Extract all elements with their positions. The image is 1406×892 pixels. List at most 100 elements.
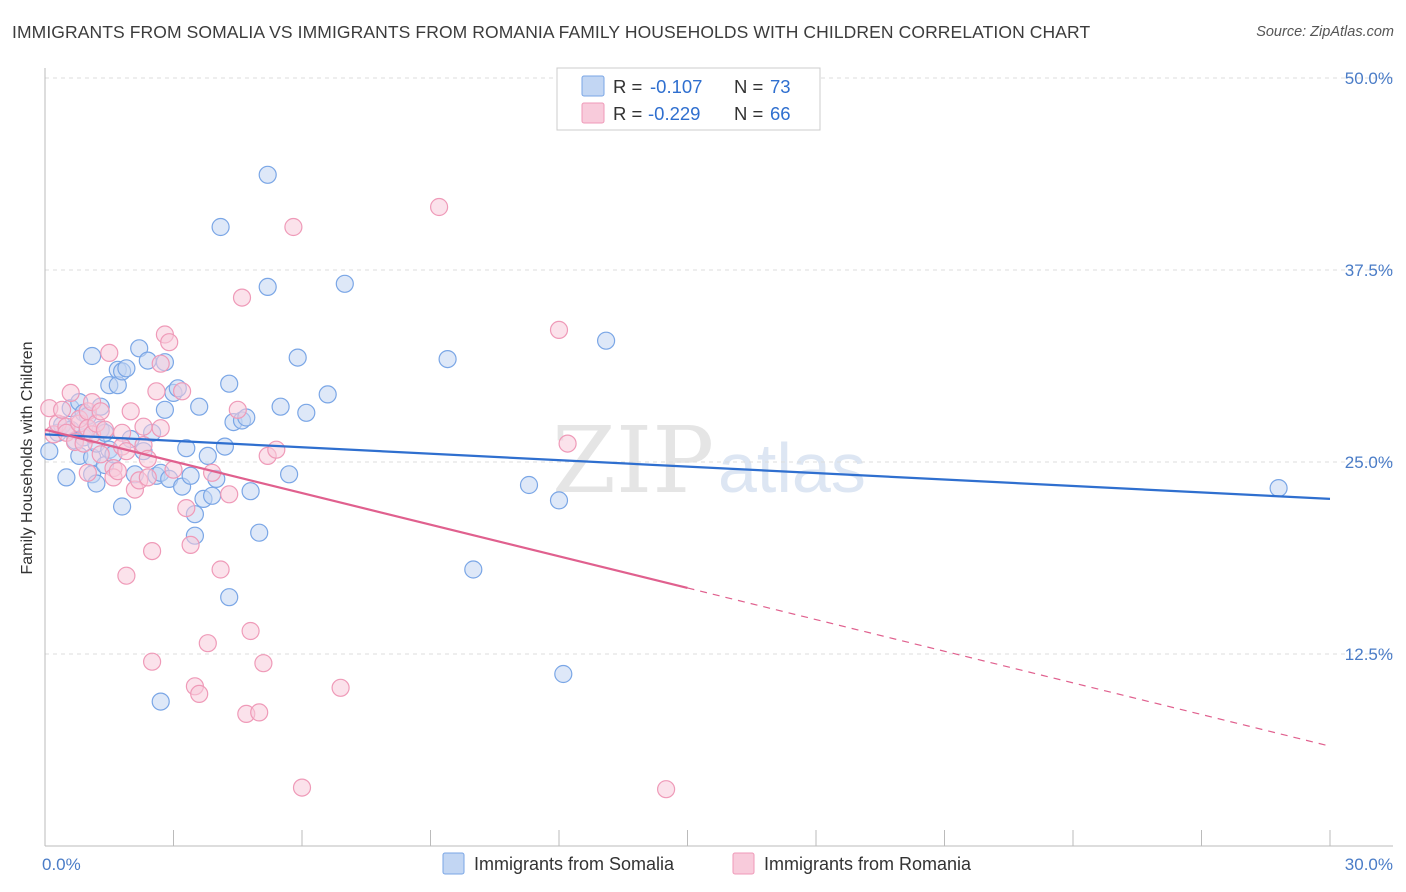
point-somalia-62 [258, 165, 277, 184]
point-somalia-29 [117, 359, 136, 378]
tick-labels: 12.5% 25.0% 37.5% 50.0% 0.0% 30.0% [42, 69, 1393, 874]
point-romania-43 [173, 382, 192, 401]
series-legend-label-somalia: Immigrants from Somalia [474, 854, 675, 874]
point-somalia-74 [1269, 479, 1288, 498]
legend-swatch-romania [581, 102, 605, 124]
point-somalia-67 [297, 403, 316, 422]
trend-lines [44, 428, 1331, 747]
point-romania-26 [117, 566, 136, 585]
point-romania-47 [190, 684, 209, 704]
point-romania-61 [292, 778, 312, 797]
point-somalia-55 [220, 374, 239, 393]
trend-line-romania [44, 428, 688, 590]
point-somalia-3 [57, 468, 76, 487]
point-romania-39 [151, 354, 170, 373]
point-somalia-75 [464, 560, 483, 579]
point-somalia-28 [112, 497, 132, 516]
trend-line-extension-romania [687, 587, 1331, 747]
legend-n-label-romania: N = [734, 103, 763, 124]
point-somalia-53 [211, 217, 230, 237]
point-romania-57 [254, 654, 273, 673]
legend-swatch-somalia [581, 75, 605, 97]
point-somalia-60 [241, 482, 260, 501]
point-romania-50 [211, 560, 230, 579]
point-romania-18 [91, 445, 110, 464]
point-romania-48 [198, 634, 217, 653]
x-tick-label-0: 0.0% [42, 855, 81, 874]
trend-line-somalia [44, 433, 1331, 500]
point-romania-3 [52, 400, 72, 419]
watermark-atlas: atlas [718, 429, 866, 507]
y-tick-label-0: 12.5% [1345, 645, 1393, 664]
point-somalia-70 [438, 350, 457, 369]
y-tick-label-3: 50.0% [1345, 69, 1393, 88]
y-tick-label-2: 37.5% [1345, 261, 1393, 280]
point-romania-28 [121, 402, 140, 421]
legend: R = -0.107 N = 73 R = -0.229 N = 66 [556, 67, 821, 131]
series-legend-swatch-somalia [442, 852, 465, 875]
legend-n-value-somalia: 73 [770, 76, 791, 97]
legend-n-value-romania: 66 [770, 103, 791, 124]
point-somalia-66 [288, 348, 307, 367]
chart-title: IMMIGRANTS FROM SOMALIA VS IMMIGRANTS FR… [12, 22, 1091, 42]
legend-r-label-somalia: R = [613, 76, 642, 97]
point-somalia-48 [190, 397, 209, 416]
point-somalia-51 [203, 486, 222, 505]
point-somalia-0 [40, 442, 59, 461]
point-somalia-77 [151, 692, 170, 711]
point-romania-6 [61, 383, 80, 402]
x-tick-label-1: 30.0% [1345, 855, 1393, 874]
point-somalia-56 [220, 588, 239, 607]
legend-r-value-somalia: -0.107 [650, 76, 702, 97]
point-romania-34 [138, 468, 157, 487]
point-somalia-44 [177, 439, 196, 458]
point-somalia-72 [549, 491, 569, 510]
point-somalia-76 [554, 664, 573, 684]
point-romania-20 [100, 343, 119, 362]
point-somalia-73 [596, 331, 616, 350]
point-romania-17 [91, 402, 110, 421]
series-legend: Immigrants from Somalia Immigrants from … [442, 852, 972, 875]
point-romania-55 [241, 621, 260, 641]
point-romania-63 [430, 197, 449, 217]
point-romania-41 [160, 333, 179, 352]
legend-r-value-romania: -0.229 [648, 103, 700, 124]
point-somalia-68 [318, 385, 337, 404]
point-somalia-64 [271, 397, 290, 416]
point-romania-64 [549, 320, 569, 339]
points-layer [40, 165, 1288, 799]
point-somalia-15 [82, 346, 102, 366]
point-romania-35 [143, 541, 162, 561]
point-romania-38 [151, 419, 170, 438]
point-somalia-38 [155, 400, 174, 419]
source-label: Source: ZipAtlas.com [1256, 24, 1394, 40]
point-romania-19 [95, 420, 115, 439]
point-romania-52 [228, 400, 247, 419]
point-somalia-71 [519, 475, 539, 495]
legend-r-label-romania: R = [613, 103, 642, 124]
point-romania-44 [177, 499, 196, 518]
gridlines [45, 77, 1393, 655]
point-romania-32 [134, 417, 153, 436]
point-somalia-65 [280, 465, 299, 484]
point-somalia-45 [181, 466, 200, 485]
point-romania-36 [143, 652, 162, 671]
point-romania-59 [267, 440, 286, 459]
point-somalia-54 [215, 437, 234, 456]
series-legend-label-romania: Immigrants from Romania [764, 854, 972, 874]
series-legend-swatch-romania [732, 852, 755, 875]
point-somalia-69 [335, 274, 354, 293]
point-romania-23 [108, 462, 127, 481]
watermark: ZIP atlas [552, 407, 866, 514]
point-romania-53 [232, 288, 252, 307]
point-romania-56 [250, 703, 269, 722]
point-somalia-50 [198, 446, 217, 465]
point-romania-66 [656, 780, 676, 799]
point-romania-60 [284, 217, 303, 237]
point-somalia-61 [250, 523, 269, 542]
point-romania-45 [181, 535, 200, 555]
point-romania-51 [220, 485, 239, 504]
y-tick-label-1: 25.0% [1345, 453, 1393, 472]
point-romania-65 [558, 434, 577, 453]
